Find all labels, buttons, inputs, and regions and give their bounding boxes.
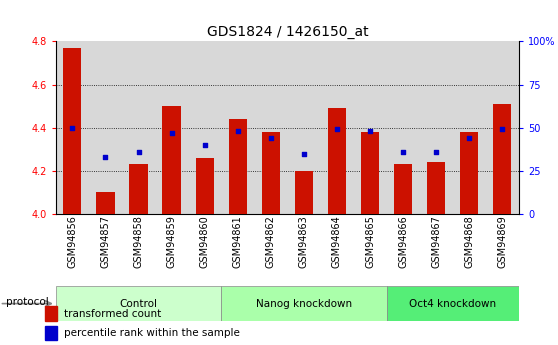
Bar (129, 164, 148, 214)
Bar (221, 41, 254, 214)
Bar (262, 132, 280, 214)
Bar (387, 41, 420, 214)
Text: transformed count: transformed count (64, 309, 161, 319)
Bar (320, 41, 354, 214)
Bar (328, 108, 346, 214)
Title: GDS1824 / 1426150_at: GDS1824 / 1426150_at (206, 25, 368, 39)
FancyBboxPatch shape (56, 286, 221, 321)
Point (365, 128, 374, 134)
Bar (162, 106, 181, 214)
Bar (89, 41, 122, 214)
Bar (56, 41, 89, 214)
Point (134, 149, 143, 155)
Bar (97, 193, 114, 214)
Text: protocol: protocol (6, 297, 49, 307)
Point (498, 127, 507, 132)
Bar (188, 41, 221, 214)
Bar (45, 326, 57, 340)
Bar (155, 41, 188, 214)
Bar (354, 41, 387, 214)
Bar (195, 158, 214, 214)
Point (300, 151, 309, 156)
Point (101, 154, 110, 160)
Point (233, 128, 242, 134)
Text: Oct4 knockdown: Oct4 knockdown (409, 299, 496, 308)
FancyBboxPatch shape (387, 286, 519, 321)
Bar (361, 132, 379, 214)
FancyBboxPatch shape (221, 286, 387, 321)
Bar (460, 132, 478, 214)
Bar (420, 41, 453, 214)
Bar (229, 119, 247, 214)
Point (266, 135, 275, 141)
Bar (122, 41, 155, 214)
Point (167, 130, 176, 136)
Point (333, 127, 341, 132)
Point (68, 125, 77, 130)
Bar (394, 164, 412, 214)
Bar (254, 41, 287, 214)
Point (465, 135, 474, 141)
Text: Control: Control (119, 299, 157, 308)
Text: Nanog knockdown: Nanog knockdown (256, 299, 352, 308)
Bar (63, 48, 81, 214)
Bar (486, 41, 519, 214)
Bar (453, 41, 486, 214)
Bar (45, 306, 57, 321)
Text: percentile rank within the sample: percentile rank within the sample (64, 328, 240, 338)
Bar (493, 104, 512, 214)
Bar (427, 162, 445, 214)
Bar (287, 41, 320, 214)
Point (200, 142, 209, 148)
Bar (295, 171, 313, 214)
Point (398, 149, 407, 155)
Point (432, 149, 441, 155)
